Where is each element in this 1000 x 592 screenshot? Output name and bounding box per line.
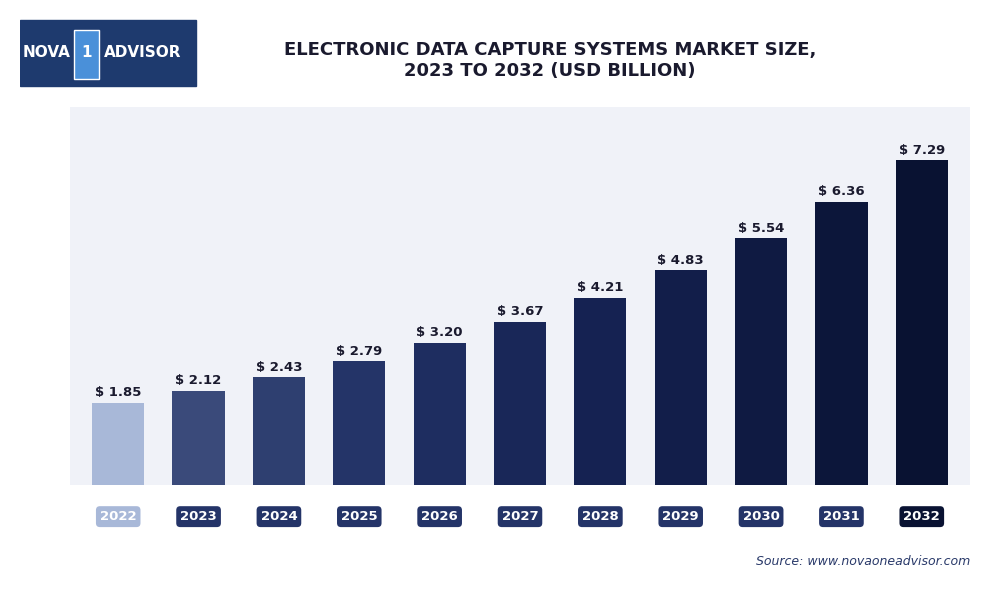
- Text: 2026: 2026: [421, 510, 458, 523]
- Bar: [735, 239, 787, 485]
- Text: ELECTRONIC DATA CAPTURE SYSTEMS MARKET SIZE,
2023 TO 2032 (USD BILLION): ELECTRONIC DATA CAPTURE SYSTEMS MARKET S…: [284, 41, 816, 81]
- Text: 2024: 2024: [261, 510, 297, 523]
- Text: $ 4.83: $ 4.83: [657, 253, 704, 266]
- Text: 2025: 2025: [341, 510, 378, 523]
- Text: $ 3.20: $ 3.20: [416, 326, 463, 339]
- Text: 2023: 2023: [180, 510, 217, 523]
- Bar: [414, 343, 466, 485]
- Text: NOVA: NOVA: [23, 44, 71, 60]
- Bar: [92, 403, 144, 485]
- Bar: [172, 391, 225, 485]
- Text: $ 5.54: $ 5.54: [738, 222, 784, 235]
- Text: 2022: 2022: [100, 510, 137, 523]
- Bar: [655, 270, 707, 485]
- Text: 2032: 2032: [903, 510, 940, 523]
- Bar: [574, 298, 626, 485]
- Text: $ 1.85: $ 1.85: [95, 387, 141, 400]
- Bar: [253, 377, 305, 485]
- Text: ADVISOR: ADVISOR: [104, 44, 181, 60]
- Text: $ 7.29: $ 7.29: [899, 144, 945, 157]
- Bar: [494, 322, 546, 485]
- FancyBboxPatch shape: [20, 20, 196, 86]
- Text: $ 4.21: $ 4.21: [577, 281, 624, 294]
- Text: $ 2.43: $ 2.43: [256, 361, 302, 374]
- Text: 2027: 2027: [502, 510, 538, 523]
- Text: 2028: 2028: [582, 510, 619, 523]
- Text: 1: 1: [81, 44, 92, 60]
- Text: 2031: 2031: [823, 510, 860, 523]
- Bar: [815, 202, 868, 485]
- Text: 2030: 2030: [743, 510, 780, 523]
- Text: $ 2.79: $ 2.79: [336, 345, 382, 358]
- Text: $ 6.36: $ 6.36: [818, 185, 865, 198]
- Text: Source: www.novaoneadvisor.com: Source: www.novaoneadvisor.com: [756, 555, 970, 568]
- Text: $ 2.12: $ 2.12: [175, 374, 222, 387]
- FancyBboxPatch shape: [74, 30, 99, 79]
- Bar: [333, 361, 385, 485]
- Text: 2029: 2029: [662, 510, 699, 523]
- Bar: [896, 160, 948, 485]
- Text: $ 3.67: $ 3.67: [497, 305, 543, 318]
